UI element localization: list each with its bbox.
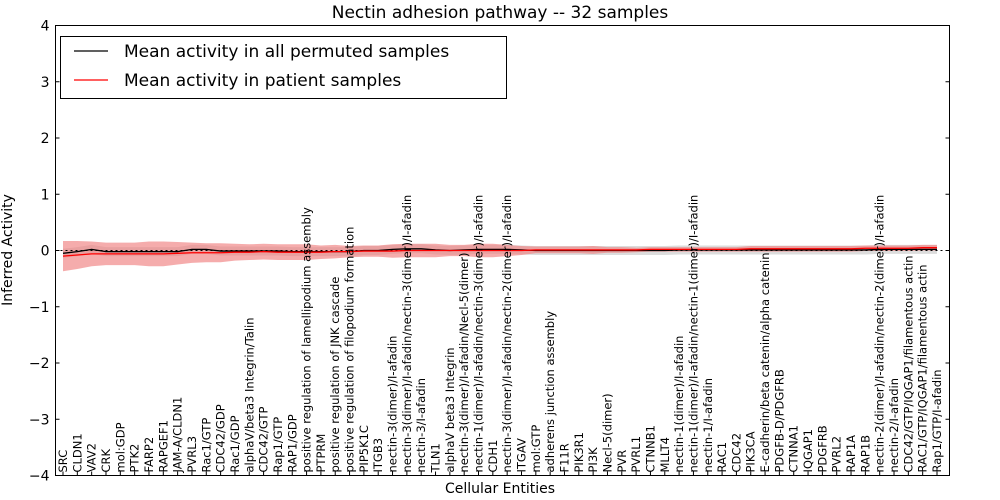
- x-category-label: Rap1/GTP/I-afadin: [930, 369, 944, 472]
- x-category-label: PVR: [615, 450, 629, 473]
- x-category-label: VAV2: [85, 443, 99, 472]
- x-category-label: nectin-1(dimer)/I-afadin: [672, 336, 686, 473]
- x-category-label: nectin-2/I-afadin: [887, 378, 901, 473]
- permuted-mean-line: [62, 248, 937, 254]
- x-category-label: PI3K: [586, 447, 600, 473]
- y-tick-label: −1: [29, 300, 50, 316]
- y-axis-label: Inferred Activity: [0, 194, 16, 306]
- y-tick-label: 4: [41, 19, 50, 35]
- x-category-label: PVRL3: [185, 436, 199, 473]
- x-category-label: F11R: [557, 443, 571, 472]
- x-category-label: mol:GTP: [529, 425, 543, 473]
- x-category-label: CTNNB1: [643, 425, 657, 472]
- x-category-label: positive regulation of lamellipodium ass…: [300, 207, 314, 472]
- x-category-label: CTNNA1: [787, 425, 801, 472]
- x-category-label: nectin-3(dimer)/I-afadin/Necl-5(dimer): [457, 253, 471, 473]
- x-category-label: positive regulation of JNK cascade: [328, 277, 342, 473]
- x-category-label: RAC1/GTP/IQGAP1/filamentous actin: [916, 265, 930, 473]
- x-category-label: CDH1: [486, 440, 500, 473]
- x-category-label: PIP5K1C: [357, 425, 371, 472]
- x-category-label: TLN1: [429, 443, 443, 473]
- x-category-label: PIK3R1: [572, 432, 586, 473]
- y-tick-label: −4: [29, 469, 50, 485]
- legend: Mean activity in all permuted samples Me…: [60, 36, 507, 99]
- x-category-label: CDC42: [729, 433, 743, 473]
- x-category-label: RAP1A: [844, 435, 858, 473]
- x-category-label: CDC42/GTP: [257, 407, 271, 473]
- x-category-label: RAC1: [715, 442, 729, 473]
- x-category-label: PVRL2: [830, 436, 844, 473]
- x-category-label: MLLT4: [658, 437, 672, 473]
- x-category-label: ITGAV: [514, 438, 528, 472]
- x-category-label: nectin-3(dimer)/I-afadin: [386, 336, 400, 473]
- y-tick-label: 0: [41, 244, 50, 260]
- x-category-label: PDGFB-D/PDGFRB: [772, 369, 786, 472]
- y-tick-label: −3: [29, 412, 50, 428]
- x-category-label: Rac1/GDP: [228, 415, 242, 472]
- x-category-label: PDGFRB: [815, 425, 829, 472]
- x-category-label: RAPGEF1: [156, 420, 170, 472]
- x-category-label: Rap1/GTP: [271, 417, 285, 473]
- x-category-label: alphaV/beta3 Integrin/Talin: [242, 317, 256, 472]
- chart-title: Nectin adhesion pathway -- 32 samples: [332, 3, 669, 23]
- x-category-label: nectin-1/I-afadin: [701, 378, 715, 473]
- x-category-label: CRK: [99, 448, 113, 472]
- x-category-label: PTPRM: [314, 434, 328, 473]
- x-category-label: JAM-A/CLDN1: [171, 397, 185, 474]
- x-category-label: RAP1B: [858, 435, 872, 473]
- x-category-label: CDC42/GTP/IQGAP1/filamentous actin: [901, 255, 915, 472]
- x-category-label: nectin-1(dimer)/I-afadin/nectin-3(dimer)…: [472, 195, 486, 473]
- x-category-label: mol:GDP: [113, 422, 127, 472]
- legend-label-permuted: Mean activity in all permuted samples: [124, 42, 449, 62]
- x-category-label: PIK3CA: [744, 431, 758, 472]
- x-category-label: E-cadherin/beta catenin/alpha catenin: [758, 253, 772, 473]
- x-category-label: IQGAP1: [801, 429, 815, 472]
- x-category-label: RAP1/GDP: [285, 414, 299, 472]
- x-category-label: Rac1/GTP: [199, 418, 213, 473]
- legend-label-patient: Mean activity in patient samples: [124, 71, 401, 91]
- y-tick-label: −2: [29, 356, 50, 372]
- x-category-label: FARP2: [142, 437, 156, 473]
- x-category-label: nectin-2(dimer)/I-afadin/nectin-2(dimer)…: [873, 195, 887, 473]
- x-category-label: PTK2: [128, 444, 142, 473]
- x-category-label: nectin-3(dimer)/I-afadin/nectin-3(dimer)…: [400, 195, 414, 473]
- x-category-label: Necl-5(dimer): [600, 393, 614, 472]
- x-category-label: PVRL1: [629, 436, 643, 473]
- y-tick-label: 3: [41, 75, 50, 91]
- x-category-label: SRC: [56, 450, 70, 473]
- x-category-label: nectin-3(dimer)/I-afadin/nectin-2(dimer)…: [500, 195, 514, 473]
- x-category-label: alphaV beta3 Integrin: [443, 347, 457, 472]
- x-category-label: nectin-1(dimer)/I-afadin/nectin-1(dimer)…: [686, 195, 700, 473]
- x-category-label: CDC42/GDP: [214, 404, 228, 472]
- patient-mean-line: [62, 247, 937, 257]
- legend-frame: [60, 36, 507, 99]
- y-tick-label: 2: [41, 131, 50, 147]
- x-category-label: CLDN1: [70, 433, 84, 472]
- x-category-label: adherens junction assembly: [543, 311, 557, 473]
- y-tick-label: 1: [41, 187, 50, 203]
- x-category-label: ITGB3: [371, 438, 385, 473]
- patient-band: [63, 240, 937, 272]
- x-category-label: nectin-3/I-afadin: [414, 378, 428, 473]
- x-category-label: positive regulation of filopodium format…: [343, 227, 357, 473]
- x-axis-label: Cellular Entities: [445, 481, 555, 497]
